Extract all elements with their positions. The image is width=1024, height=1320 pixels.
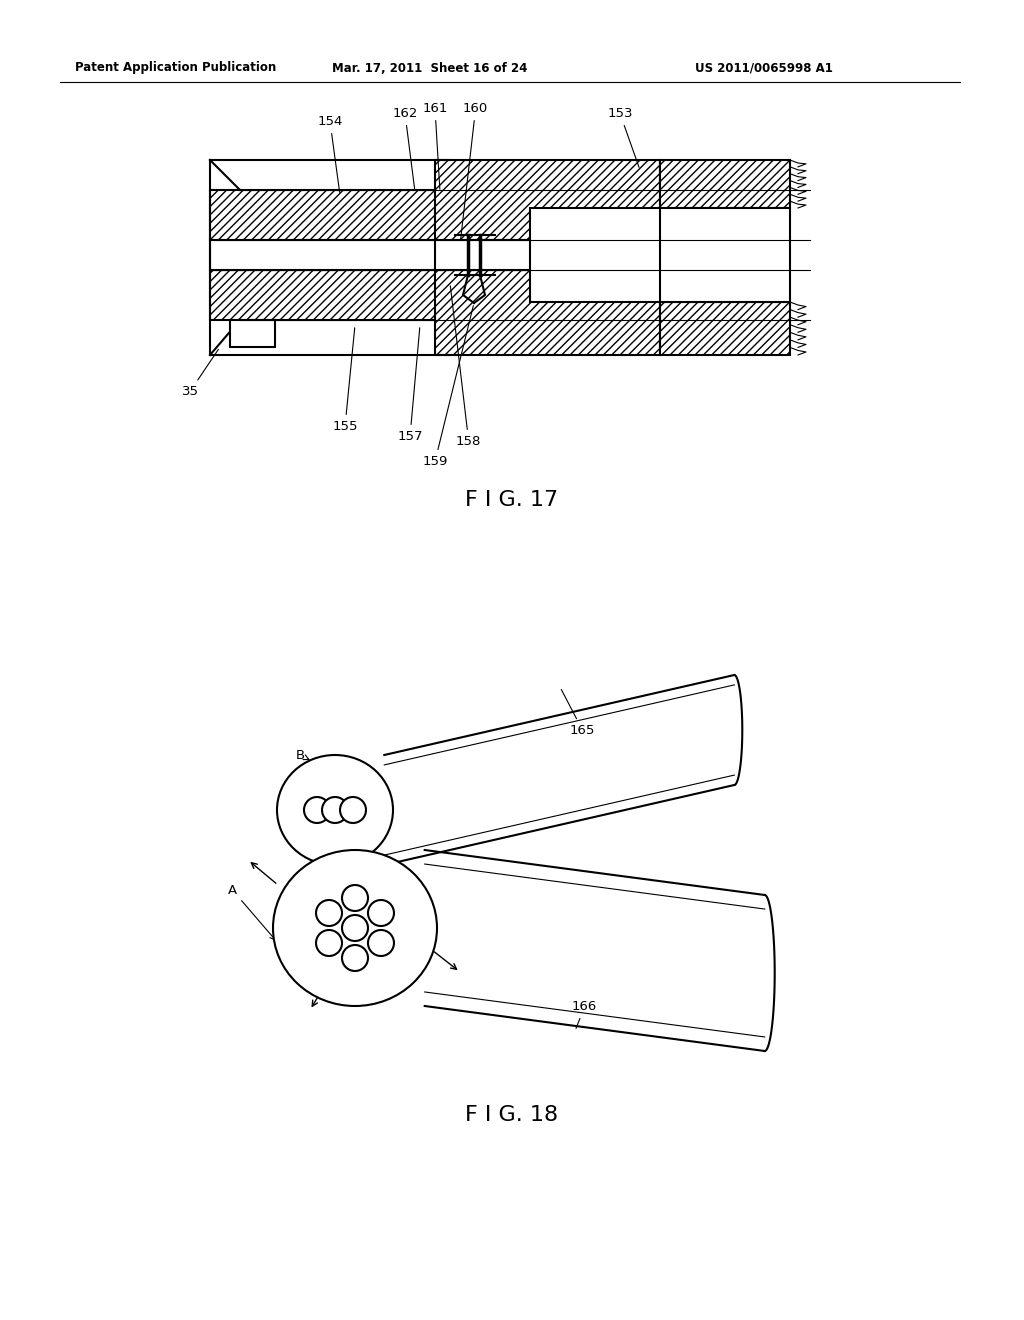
Text: B: B — [296, 748, 309, 762]
Text: Patent Application Publication: Patent Application Publication — [75, 62, 276, 74]
Bar — [660, 302, 790, 355]
Circle shape — [340, 797, 366, 822]
Text: 157: 157 — [397, 327, 423, 444]
Text: 166: 166 — [572, 1001, 597, 1028]
Circle shape — [316, 900, 342, 927]
Circle shape — [342, 945, 368, 972]
Ellipse shape — [273, 850, 437, 1006]
Polygon shape — [435, 160, 660, 240]
Circle shape — [322, 797, 348, 822]
Bar — [660, 209, 790, 302]
Text: 153: 153 — [607, 107, 639, 168]
Text: 158: 158 — [451, 285, 481, 447]
Circle shape — [316, 931, 342, 956]
Bar — [660, 160, 790, 209]
Circle shape — [342, 915, 368, 941]
Bar — [210, 271, 450, 319]
Text: A: A — [228, 883, 275, 940]
Text: F I G. 17: F I G. 17 — [466, 490, 558, 510]
Bar — [660, 302, 790, 355]
Text: 155: 155 — [332, 327, 357, 433]
Text: F I G. 18: F I G. 18 — [466, 1105, 558, 1125]
Text: 35: 35 — [181, 350, 218, 399]
Bar — [210, 190, 450, 240]
Ellipse shape — [278, 755, 393, 865]
Bar — [660, 160, 790, 209]
Circle shape — [368, 900, 394, 927]
Text: 162: 162 — [392, 107, 418, 189]
Polygon shape — [435, 271, 660, 355]
Circle shape — [304, 797, 330, 822]
Bar — [210, 271, 450, 319]
Bar — [230, 319, 275, 347]
Bar — [210, 190, 450, 240]
Text: 161: 161 — [422, 102, 447, 189]
Text: 154: 154 — [317, 115, 343, 193]
Text: 160: 160 — [461, 102, 488, 243]
Bar — [435, 240, 530, 271]
Circle shape — [368, 931, 394, 956]
Bar — [210, 240, 450, 271]
Text: 165: 165 — [561, 689, 595, 737]
Text: Mar. 17, 2011  Sheet 16 of 24: Mar. 17, 2011 Sheet 16 of 24 — [333, 62, 527, 74]
Circle shape — [342, 884, 368, 911]
Text: US 2011/0065998 A1: US 2011/0065998 A1 — [695, 62, 833, 74]
Text: 159: 159 — [422, 306, 473, 469]
